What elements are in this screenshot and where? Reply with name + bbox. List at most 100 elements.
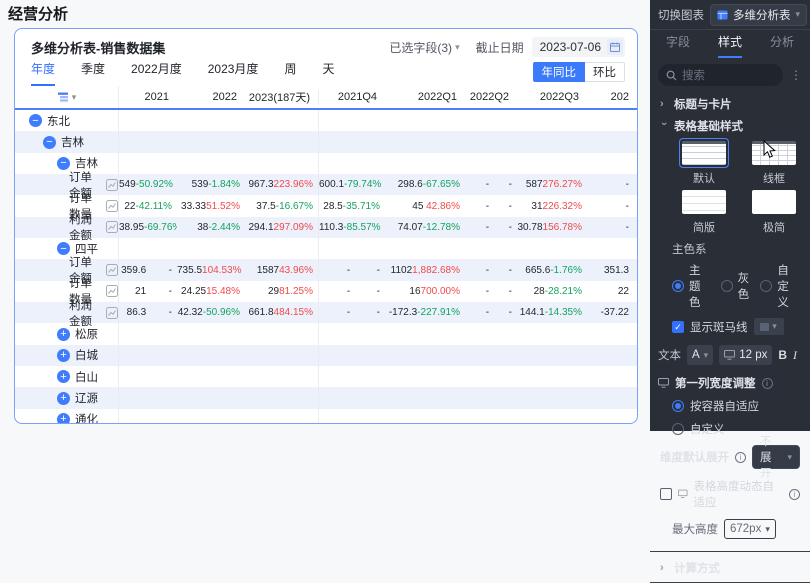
panel-tab-字段[interactable]: 字段	[666, 35, 691, 49]
empty-cell	[319, 366, 385, 387]
expand-icon[interactable]: +	[57, 348, 70, 362]
max-height-dropdown[interactable]: 672px ▾	[724, 519, 776, 539]
italic-button[interactable]: I	[793, 347, 798, 362]
section-title-card[interactable]: › 标题与卡片	[650, 92, 810, 116]
metric-label: 订单数量	[69, 193, 92, 222]
date-input[interactable]: 2023-07-06	[531, 37, 625, 57]
collapse-icon[interactable]: −	[29, 114, 42, 128]
bold-button[interactable]: B	[778, 348, 788, 362]
data-cell: -	[587, 174, 637, 195]
expand-icon[interactable]: +	[57, 391, 70, 405]
empty-cell	[119, 238, 177, 259]
table-corner-cell[interactable]: ▾	[15, 86, 119, 108]
chart-card[interactable]: 多维分析表-销售数据集 已选字段(3) ▾ 截止日期 2023-07-06 年度…	[14, 28, 638, 424]
width-option-自定义[interactable]: 自定义	[650, 421, 810, 437]
cell-yoy-percent: -79.74%	[344, 179, 382, 191]
cell-yoy-percent: -	[168, 264, 172, 276]
primary-color-options: 主题色 灰色 自定义	[650, 262, 810, 310]
data-cell: 86.3 -	[119, 302, 177, 323]
style-thumb-preview	[752, 141, 796, 165]
zebra-checkbox[interactable]: ✓	[672, 320, 684, 333]
tab-季度[interactable]: 季度	[81, 62, 106, 76]
style-option-label: 默认	[693, 173, 715, 185]
color-option-灰色[interactable]: 灰色	[720, 270, 752, 302]
tab-2023月度[interactable]: 2023月度	[207, 62, 259, 76]
data-cell: --	[465, 174, 517, 195]
empty-cell	[119, 131, 177, 152]
empty-cell	[385, 345, 465, 366]
expand-icon[interactable]: +	[57, 412, 70, 423]
panel-tab-样式[interactable]: 样式	[717, 33, 742, 58]
more-options-icon[interactable]: ⋮	[790, 68, 802, 82]
cell-yoy-percent: -12.78%	[422, 221, 460, 233]
table-row: 订单数量 22 -42.11% 33.33 51.52% 37.5 -16.67% 28.5-…	[15, 193, 637, 221]
column-header: 2022	[212, 91, 237, 103]
tab-2022月度[interactable]: 2022月度	[131, 62, 182, 76]
empty-cell	[587, 366, 637, 387]
height-auto-checkbox[interactable]	[660, 488, 672, 500]
line-chart-icon[interactable]	[106, 306, 118, 319]
panel-tab-分析[interactable]: 分析	[769, 35, 794, 49]
height-auto-label: 表格高度动态自适应	[693, 481, 775, 509]
empty-cell	[245, 238, 319, 260]
chart-type-dropdown[interactable]: 多维分析表 ▾	[710, 3, 808, 26]
calendar-icon[interactable]	[607, 39, 623, 55]
width-option-label: 按容器自适应	[690, 401, 759, 413]
collapse-icon[interactable]: −	[43, 135, 56, 149]
line-chart-icon[interactable]	[106, 285, 118, 298]
style-thumb-frame	[679, 138, 729, 168]
line-chart-icon[interactable]	[106, 264, 118, 277]
dim-expand-dropdown[interactable]: 不展开 ▾	[752, 436, 800, 480]
compare-button-环比[interactable]: 环比	[585, 62, 625, 82]
color-option-自定义[interactable]: 自定义	[760, 262, 800, 310]
expand-icon[interactable]: +	[57, 327, 70, 341]
color-option-主题色[interactable]: 主题色	[672, 262, 712, 310]
data-cell: 37.5 -16.67%	[245, 195, 319, 217]
cell-value: -	[485, 264, 490, 276]
tab-周[interactable]: 周	[284, 62, 297, 76]
collapse-icon[interactable]: −	[57, 242, 70, 256]
cell-value: -37.22	[600, 307, 629, 319]
style-option-默认[interactable]: 默认	[672, 138, 736, 185]
empty-cell	[465, 387, 517, 408]
expand-icon[interactable]: +	[57, 370, 70, 384]
empty-cell	[177, 409, 245, 423]
empty-cell	[385, 153, 465, 174]
font-color-dropdown[interactable]: A ▾	[687, 345, 714, 365]
width-option-按容器自适应[interactable]: 按容器自适应	[650, 398, 810, 414]
first-col-width-label: 第一列宽度调整	[675, 378, 756, 390]
line-chart-icon[interactable]	[106, 178, 118, 191]
style-option-label: 简版	[693, 222, 715, 234]
section-table-style[interactable]: › 表格基础样式	[650, 116, 810, 136]
zebra-color-dropdown[interactable]: ▾	[753, 318, 784, 335]
empty-cell	[119, 345, 177, 366]
table-row: 订单金额 359.6-735.5 104.53% 1587 43.96% - -1102 1,…	[15, 257, 637, 285]
section-calc[interactable]: › 计算方式	[650, 556, 810, 580]
style-option-线框[interactable]: 线框	[742, 138, 806, 185]
display-icon	[678, 489, 688, 499]
style-option-简版[interactable]: 简版	[672, 187, 736, 234]
tab-天[interactable]: 天	[322, 62, 335, 76]
selected-fields-dropdown[interactable]: 已选字段(3) ▾	[389, 39, 459, 56]
cell-value: 110.3	[319, 221, 344, 233]
line-chart-icon[interactable]	[106, 200, 118, 213]
empty-cell	[177, 153, 245, 174]
empty-cell	[517, 387, 587, 408]
line-chart-icon[interactable]	[106, 221, 118, 234]
cell-yoy-percent: -14.35%	[544, 307, 582, 319]
chevron-down-icon: ▾	[455, 41, 460, 52]
compare-button-年同比[interactable]: 年同比	[532, 62, 585, 82]
font-size-dropdown[interactable]: 12 px	[719, 345, 773, 365]
chevron-right-icon: ›	[660, 98, 664, 110]
group-label: 辽源	[75, 393, 98, 406]
tab-年度[interactable]: 年度	[31, 60, 56, 86]
cell-yoy-percent: 42.86%	[426, 200, 460, 212]
search-input[interactable]: 搜索	[658, 64, 783, 86]
data-cell: 31 226.32%	[517, 195, 587, 216]
empty-cell	[517, 238, 587, 259]
empty-cell	[587, 110, 637, 131]
style-option-极简[interactable]: 极简	[742, 187, 806, 234]
collapse-icon[interactable]: −	[57, 156, 70, 170]
color-option-label: 灰色	[737, 273, 750, 301]
empty-cell	[587, 153, 637, 174]
